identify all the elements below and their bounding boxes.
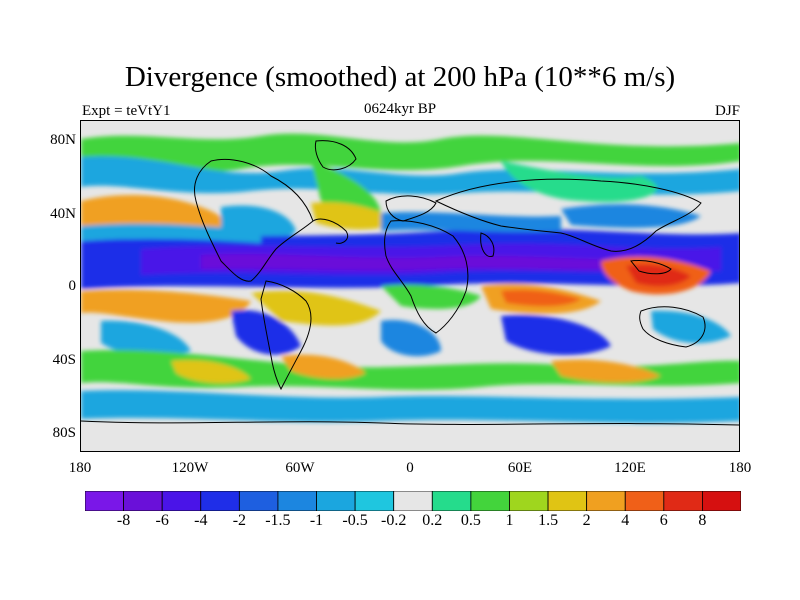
experiment-label: Expt = teVtY1: [82, 103, 171, 119]
colorbar-swatch: [702, 491, 741, 511]
coastlines: [81, 140, 739, 426]
colorbar-label: -2: [232, 512, 247, 529]
x-tick-label: 180: [68, 460, 92, 476]
colorbar-label: 0.5: [460, 512, 481, 529]
colorbar-label: 1: [505, 512, 514, 529]
divergence-field-map: [81, 121, 739, 451]
colorbar-swatch: [586, 491, 626, 511]
colorbar-swatch: [161, 491, 202, 511]
y-tick-label: 80N: [50, 132, 76, 148]
page-title: Divergence (smoothed) at 200 hPa (10**6 …: [124, 61, 676, 93]
colorbar-label: 6: [659, 512, 668, 529]
colorbar-swatch: [470, 491, 510, 511]
colorbar-label: 2: [582, 512, 591, 529]
colorbar-swatch: [85, 491, 124, 511]
y-tick-label: 40S: [52, 352, 76, 368]
colorbar-label: -4: [194, 512, 208, 529]
colorbar-swatch: [316, 491, 356, 511]
y-tick-label: 0: [68, 278, 77, 294]
colorbar-label: 4: [621, 512, 630, 529]
y-tick-label: 40N: [50, 206, 76, 222]
x-tick-label: 60E: [507, 460, 533, 476]
y-tick-label: 80S: [52, 425, 76, 441]
colorbar-swatch: [547, 491, 588, 511]
colorbar-label: -1: [309, 512, 324, 529]
colorbar-swatch: [123, 491, 163, 511]
colorbar-label: 0.2: [422, 512, 443, 529]
colorbar: [85, 491, 741, 511]
x-tick-label: 180: [728, 460, 752, 476]
colorbar-swatch: [277, 491, 317, 511]
colorbar-swatch: [393, 491, 433, 511]
season-label: DJF: [714, 103, 740, 119]
x-tick-label: 60W: [285, 460, 315, 476]
colorbar-label: -0.2: [381, 512, 407, 529]
colorbar-swatch: [200, 491, 240, 511]
colorbar-swatch: [354, 491, 395, 511]
map-panel: [80, 120, 740, 452]
colorbar-label: -0.5: [342, 512, 368, 529]
time-label: 0624kyr BP: [363, 101, 437, 117]
x-tick-label: 120W: [171, 460, 209, 476]
colorbar-swatch: [431, 491, 472, 511]
colorbar-swatch: [509, 491, 549, 511]
x-tick-label: 0: [406, 460, 414, 476]
colorbar-label: 1.5: [538, 512, 559, 529]
colorbar-label: -8: [116, 512, 131, 529]
colorbar-swatch: [624, 491, 665, 511]
colorbar-label: -6: [155, 512, 169, 529]
colorbar-swatch: [663, 491, 703, 511]
colorbar-label: 8: [698, 512, 707, 529]
colorbar-label: -1.5: [265, 512, 291, 529]
colorbar-swatch: [238, 491, 279, 511]
x-tick-label: 120E: [614, 460, 646, 476]
